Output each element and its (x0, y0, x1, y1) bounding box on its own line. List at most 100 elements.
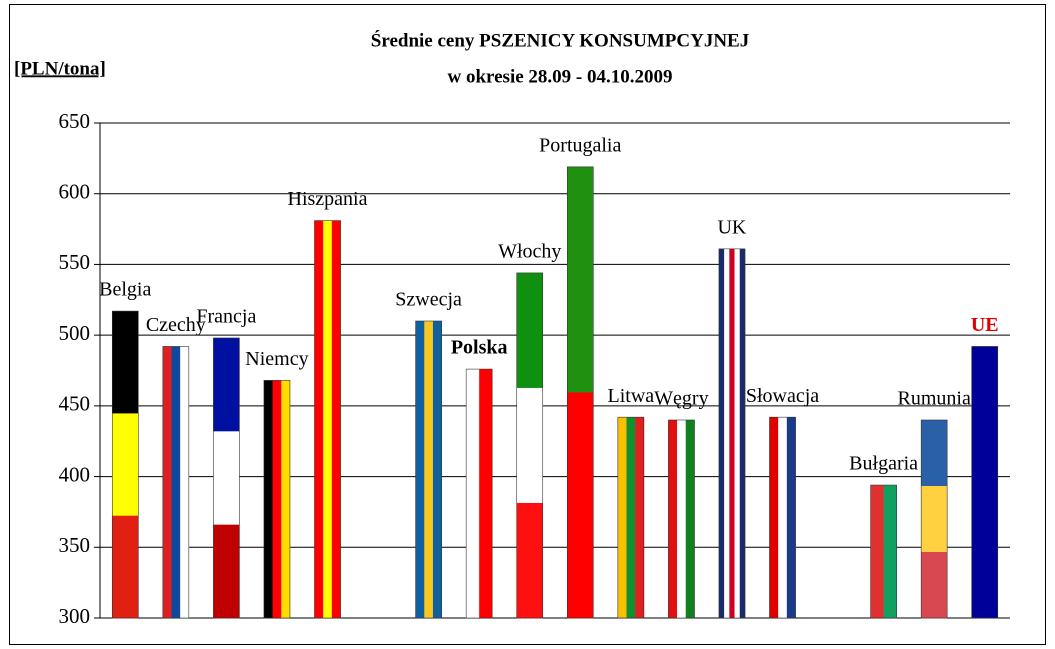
bar-stripe (685, 420, 695, 618)
bar-outline (263, 380, 291, 619)
bar-outline (668, 419, 695, 619)
bar-stripe (516, 502, 543, 619)
bar-stripe (739, 248, 746, 618)
bar-outline (465, 368, 493, 619)
bar (971, 346, 999, 619)
bar (566, 166, 594, 619)
bar (718, 248, 746, 619)
bar-stripe (213, 431, 240, 526)
bar-outline (516, 272, 544, 619)
chart-subtitle: w okresie 28.09 - 04.10.2009 (448, 66, 673, 87)
bar-stripe (112, 515, 139, 619)
bar-stripe (870, 485, 884, 618)
bar (213, 337, 240, 619)
category-label: Bułgaria (849, 453, 918, 475)
y-tick-label: 500 (59, 321, 91, 345)
bar (263, 380, 291, 619)
bar-outline (415, 320, 442, 619)
y-tick-label: 550 (59, 250, 91, 274)
bar-stripe (323, 220, 333, 619)
bar-outline (213, 337, 240, 619)
y-tick-label: 350 (59, 533, 91, 557)
bar-stripe (677, 420, 687, 618)
category-label: UE (971, 314, 999, 336)
bar-stripe (921, 420, 948, 487)
category-label: Węgry (654, 388, 708, 410)
bar-stripe (213, 337, 240, 432)
bar-stripe (112, 311, 139, 414)
y-tick-label: 300 (59, 604, 91, 628)
bar-stripe (281, 380, 291, 618)
bar-stripe (516, 272, 543, 389)
y-tick-label: 450 (59, 392, 91, 416)
bar (617, 416, 645, 619)
bar-outline (971, 346, 999, 619)
bar (920, 419, 948, 619)
bar-stripe (415, 321, 425, 618)
bar-stripe (971, 346, 999, 618)
bar-stripe (112, 413, 139, 517)
bar-stripe (272, 380, 282, 618)
bar-outline (769, 416, 796, 619)
bar-outline (162, 346, 190, 619)
category-label: Słowacja (746, 385, 819, 407)
bar-stripe (180, 346, 190, 618)
bar-stripe (786, 417, 796, 618)
bar-stripe (718, 248, 725, 618)
bar-stripe (424, 321, 434, 618)
bar (870, 484, 897, 619)
category-label: Portugalia (539, 134, 621, 156)
bar-stripe (466, 369, 480, 618)
y-tick-label: 650 (59, 109, 91, 133)
bar-stripe (883, 485, 897, 618)
chart-title: Średnie ceny PSZENICY KONSUMPCYJNEJ (371, 29, 749, 51)
category-label: Włochy (498, 241, 561, 263)
bar (465, 368, 493, 619)
category-label: Hiszpania (288, 188, 368, 210)
category-label: Czechy (146, 314, 206, 336)
bar-outline (870, 484, 897, 619)
bar-stripe (626, 417, 636, 618)
bar-stripe (432, 321, 442, 618)
category-label: Niemcy (245, 348, 308, 370)
bar-stripe (617, 417, 627, 618)
bar-stripe (921, 486, 948, 553)
bar-stripe (213, 524, 240, 619)
bar-stripe (734, 248, 741, 618)
y-tick-label: 400 (59, 462, 91, 486)
bar-outline (617, 416, 645, 619)
bar-stripe (516, 387, 543, 504)
bar-stripe (724, 248, 730, 618)
bar (162, 346, 190, 619)
category-label: Francja (196, 306, 256, 328)
bar-stripe (668, 420, 678, 618)
bar-stripe (567, 392, 594, 619)
bar (111, 310, 139, 619)
category-label: UK (717, 216, 746, 238)
bar (668, 419, 695, 619)
category-label: Rumunia (897, 388, 970, 410)
bar-stripe (567, 166, 594, 393)
category-label: Litwa (608, 385, 655, 407)
category-label: Belgia (99, 279, 151, 301)
bar-stripe (479, 369, 493, 618)
bar-outline (566, 166, 594, 619)
bar (769, 416, 796, 619)
bar-outline (920, 419, 948, 619)
bar-stripe (635, 417, 645, 618)
bar-outline (314, 220, 341, 619)
bar-stripe (729, 248, 735, 618)
bar-stripe (314, 220, 324, 619)
bar-stripe (769, 417, 779, 618)
bar (415, 320, 442, 619)
bar-stripe (162, 346, 172, 618)
bar (314, 220, 341, 619)
y-tick-label: 600 (59, 180, 91, 204)
bar-stripe (778, 417, 788, 618)
frame (9, 4, 1046, 645)
bar-stripe (331, 220, 341, 619)
y-axis-label: [PLN/tona] (14, 58, 106, 79)
bar-stripe (171, 346, 181, 618)
category-label: Polska (451, 337, 508, 359)
